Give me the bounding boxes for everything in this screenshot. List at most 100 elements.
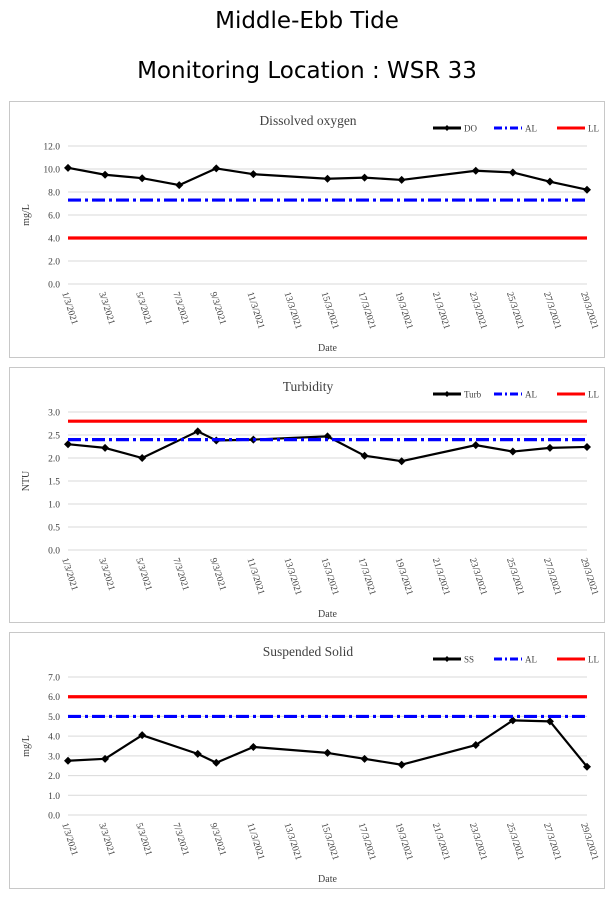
data-point xyxy=(138,174,147,183)
data-point xyxy=(545,443,554,452)
y-tick-label: 6.0 xyxy=(48,693,60,703)
y-axis: 0.0 0.5 1.0 1.5 2.0 2.5 3.0 xyxy=(48,409,587,557)
x-axis-label: Date xyxy=(318,343,337,354)
y-tick-label: 0.0 xyxy=(48,281,60,291)
x-tick-label: 25/3/2021 xyxy=(504,822,525,862)
legend-label: SS xyxy=(464,655,474,665)
y-tick-label: 10.0 xyxy=(43,166,60,176)
y-axis-label: NTU xyxy=(21,470,32,491)
y-tick-label: 2.0 xyxy=(48,258,60,268)
x-tick-label: 7/3/2021 xyxy=(170,822,190,857)
turbidity-chart-panel: Turbidity 0.0 0.5 1.0 1.5 2.0 2.5 3.0 NTU 1/3/202… xyxy=(9,367,605,623)
data-point xyxy=(583,762,591,771)
x-tick-label: 17/3/2021 xyxy=(356,557,377,597)
data-point xyxy=(583,442,591,451)
x-tick-label: 29/3/2021 xyxy=(578,291,599,331)
x-tick-label: 27/3/2021 xyxy=(541,822,562,862)
x-tick-label: 17/3/2021 xyxy=(356,291,377,331)
data-point xyxy=(360,451,369,460)
x-tick-label: 21/3/2021 xyxy=(430,291,451,331)
x-tick-label: 11/3/2021 xyxy=(245,822,266,862)
data-point xyxy=(101,443,110,452)
data-point xyxy=(471,166,480,175)
turbidity-chart: Turbidity 0.0 0.5 1.0 1.5 2.0 2.5 3.0 NTU 1/3/202… xyxy=(21,379,600,620)
data-point xyxy=(471,441,480,450)
dissolved-oxygen-chart: Dissolved oxygen 0.0 2.0 4.0 6.0 8.0 10.0 12.0 m… xyxy=(21,113,600,354)
x-tick-label: 3/3/2021 xyxy=(96,557,116,592)
data-point xyxy=(397,175,406,184)
y-tick-label: 2.0 xyxy=(48,772,60,782)
x-tick-label: 1/3/2021 xyxy=(59,291,79,326)
x-tick-label: 5/3/2021 xyxy=(133,557,153,592)
x-tick-label: 7/3/2021 xyxy=(170,291,190,326)
x-tick-label: 13/3/2021 xyxy=(282,557,303,597)
data-point xyxy=(193,749,202,758)
x-tick-label: 9/3/2021 xyxy=(207,291,227,326)
legend-marker xyxy=(444,391,450,397)
x-axis-label: Date xyxy=(318,609,337,620)
y-tick-label: 2.5 xyxy=(48,432,60,442)
data-point xyxy=(397,760,406,769)
x-tick-label: 9/3/2021 xyxy=(207,557,227,592)
x-tick-label: 25/3/2021 xyxy=(504,291,525,331)
x-tick-label: 25/3/2021 xyxy=(504,557,525,597)
legend-marker xyxy=(444,656,450,662)
x-tick-label: 3/3/2021 xyxy=(96,291,116,326)
data-point xyxy=(64,440,72,449)
y-tick-label: 6.0 xyxy=(48,212,60,222)
y-tick-label: 3.0 xyxy=(48,752,60,762)
legend: DO AL LL xyxy=(433,124,599,134)
data-point xyxy=(101,754,110,763)
x-tick-label: 23/3/2021 xyxy=(467,557,488,597)
data-point xyxy=(545,717,554,726)
x-tick-label: 23/3/2021 xyxy=(467,822,488,862)
data-point xyxy=(323,174,332,183)
legend-label: DO xyxy=(464,124,477,134)
y-tick-label: 0.0 xyxy=(48,812,60,822)
x-tick-label: 11/3/2021 xyxy=(245,291,266,331)
chart-title: Dissolved oxygen xyxy=(259,113,356,128)
x-axis-label: Date xyxy=(318,874,337,885)
y-tick-label: 12.0 xyxy=(43,143,60,153)
legend-marker xyxy=(444,125,450,131)
y-tick-label: 4.0 xyxy=(48,733,60,743)
y-tick-label: 1.5 xyxy=(48,478,60,488)
data-point xyxy=(212,758,221,767)
legend: SS AL LL xyxy=(433,655,599,665)
data-point xyxy=(323,748,332,757)
monitoring-location-title: Monitoring Location : WSR 33 xyxy=(137,58,477,84)
y-tick-label: 1.0 xyxy=(48,792,60,802)
x-tick-label: 23/3/2021 xyxy=(467,291,488,331)
x-tick-label: 5/3/2021 xyxy=(133,291,153,326)
data-point xyxy=(583,185,591,194)
y-tick-label: 5.0 xyxy=(48,713,60,723)
x-tick-label: 5/3/2021 xyxy=(133,822,153,857)
y-tick-label: 0.5 xyxy=(48,524,60,534)
x-tick-label: 27/3/2021 xyxy=(541,557,562,597)
y-axis-label: mg/L xyxy=(21,204,32,226)
data-point xyxy=(508,168,517,177)
legend-label: AL xyxy=(525,390,537,400)
data-point xyxy=(175,181,184,190)
legend-label: AL xyxy=(525,124,537,134)
x-tick-label: 11/3/2021 xyxy=(245,557,266,597)
legend: Turb AL LL xyxy=(433,390,599,400)
x-tick-label: 29/3/2021 xyxy=(578,822,599,862)
y-tick-label: 1.0 xyxy=(48,501,60,511)
x-tick-label: 19/3/2021 xyxy=(393,822,414,862)
x-tick-label: 1/3/2021 xyxy=(59,557,79,592)
data-point xyxy=(138,454,147,462)
data-point xyxy=(360,754,369,763)
data-point xyxy=(64,756,72,765)
x-tick-label: 27/3/2021 xyxy=(541,291,562,331)
data-point xyxy=(508,716,517,725)
x-tick-label: 21/3/2021 xyxy=(430,557,451,597)
series-ss xyxy=(64,716,591,771)
data-point xyxy=(397,457,406,466)
x-tick-label: 29/3/2021 xyxy=(578,557,599,597)
x-tick-label: 15/3/2021 xyxy=(319,291,340,331)
data-point xyxy=(545,177,554,186)
y-tick-label: 8.0 xyxy=(48,189,60,199)
data-point xyxy=(101,170,110,179)
x-tick-label: 17/3/2021 xyxy=(356,822,377,862)
